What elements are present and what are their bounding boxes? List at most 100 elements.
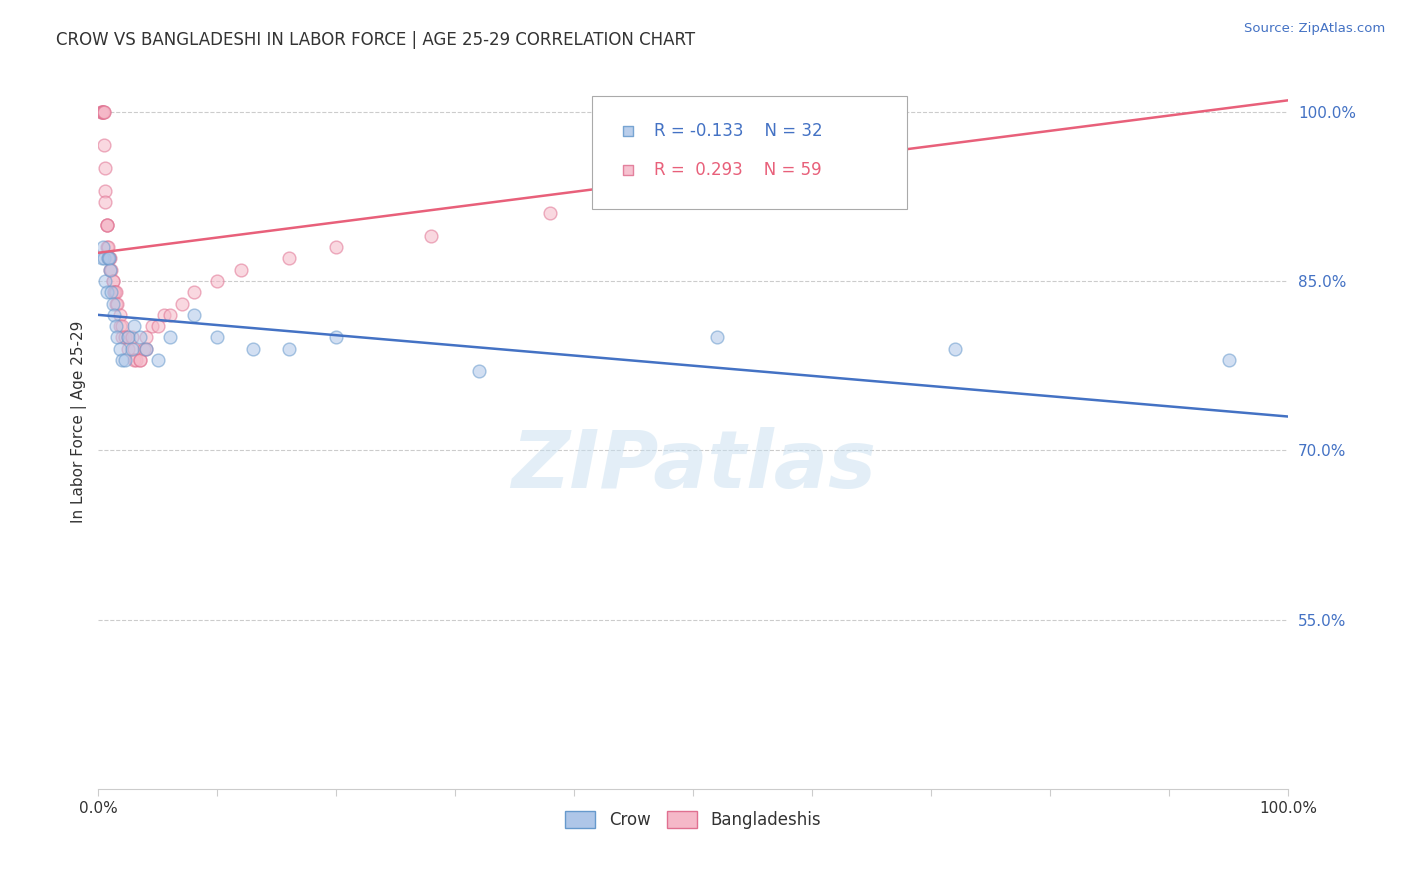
Point: [129, 353, 152, 368]
Point: [90, 104, 112, 119]
Point: [96, 218, 118, 232]
Point: [98, 252, 121, 266]
Y-axis label: In Labor Force | Age 25-29: In Labor Force | Age 25-29: [72, 321, 87, 524]
Point: [97, 252, 120, 266]
Text: R = -0.133    N = 32: R = -0.133 N = 32: [654, 121, 823, 140]
Text: Source: ZipAtlas.com: Source: ZipAtlas.com: [1244, 22, 1385, 36]
Point: [97, 252, 120, 266]
Point: [114, 330, 136, 344]
Point: [96, 218, 118, 232]
Point: [105, 296, 128, 310]
Point: [207, 274, 229, 288]
Point: [129, 353, 152, 368]
Point: [141, 319, 163, 334]
Point: [90, 104, 112, 119]
Point: [111, 353, 134, 368]
Point: [98, 262, 121, 277]
Point: [103, 308, 125, 322]
Point: [90, 104, 112, 119]
Point: [94, 194, 117, 209]
Point: [98, 252, 121, 266]
Point: [98, 252, 121, 266]
Point: [122, 319, 145, 334]
Point: [96, 285, 118, 300]
Point: [943, 342, 966, 356]
Point: [90, 252, 112, 266]
Point: [325, 330, 347, 344]
Point: [98, 252, 121, 266]
Point: [159, 330, 181, 344]
Point: [129, 330, 152, 344]
Point: [207, 330, 229, 344]
Point: [277, 252, 299, 266]
Point: [96, 218, 118, 232]
Point: [94, 184, 117, 198]
Point: [114, 353, 136, 368]
Legend: Crow, Bangladeshis: Crow, Bangladeshis: [558, 805, 828, 836]
Point: [277, 342, 299, 356]
Point: [105, 330, 128, 344]
Point: [111, 330, 134, 344]
FancyBboxPatch shape: [592, 95, 907, 210]
Point: [325, 240, 347, 254]
Point: [105, 319, 128, 334]
Point: [94, 161, 117, 175]
Point: [103, 285, 125, 300]
Point: [108, 319, 131, 334]
Point: [108, 308, 131, 322]
Point: [91, 104, 114, 119]
Point: [93, 104, 115, 119]
Point: [117, 330, 139, 344]
Point: [617, 282, 640, 296]
Point: [98, 262, 121, 277]
Point: [91, 240, 114, 254]
Point: [135, 342, 157, 356]
Point: [183, 308, 205, 322]
Text: R =  0.293    N = 59: R = 0.293 N = 59: [654, 161, 821, 179]
Point: [103, 285, 125, 300]
Point: [229, 262, 252, 277]
Point: [420, 228, 443, 243]
Point: [468, 364, 491, 378]
Point: [97, 240, 120, 254]
Point: [104, 285, 127, 300]
Point: [96, 240, 118, 254]
Point: [105, 296, 128, 310]
Point: [111, 319, 134, 334]
Point: [100, 262, 122, 277]
Point: [101, 274, 124, 288]
Point: [242, 342, 264, 356]
Point: [121, 342, 143, 356]
Point: [146, 353, 169, 368]
Point: [146, 319, 169, 334]
Point: [135, 342, 157, 356]
Point: [93, 138, 115, 153]
Point: [183, 285, 205, 300]
Point: [122, 342, 145, 356]
Point: [170, 296, 193, 310]
Point: [122, 353, 145, 368]
Point: [105, 285, 128, 300]
Point: [108, 342, 131, 356]
Point: [617, 221, 640, 235]
Point: [94, 274, 117, 288]
Point: [117, 330, 139, 344]
Text: ZIPatlas: ZIPatlas: [510, 427, 876, 505]
Point: [132, 342, 155, 356]
Point: [117, 342, 139, 356]
Point: [1218, 353, 1240, 368]
Text: CROW VS BANGLADESHI IN LABOR FORCE | AGE 25-29 CORRELATION CHART: CROW VS BANGLADESHI IN LABOR FORCE | AGE…: [56, 31, 696, 49]
Point: [125, 353, 148, 368]
Point: [706, 330, 728, 344]
Point: [91, 104, 114, 119]
Point: [101, 296, 124, 310]
Point: [93, 252, 115, 266]
Point: [135, 330, 157, 344]
Point: [741, 184, 763, 198]
Point: [159, 308, 181, 322]
Point: [121, 330, 143, 344]
Point: [540, 206, 562, 220]
Point: [152, 308, 174, 322]
Point: [100, 285, 122, 300]
Point: [93, 104, 115, 119]
